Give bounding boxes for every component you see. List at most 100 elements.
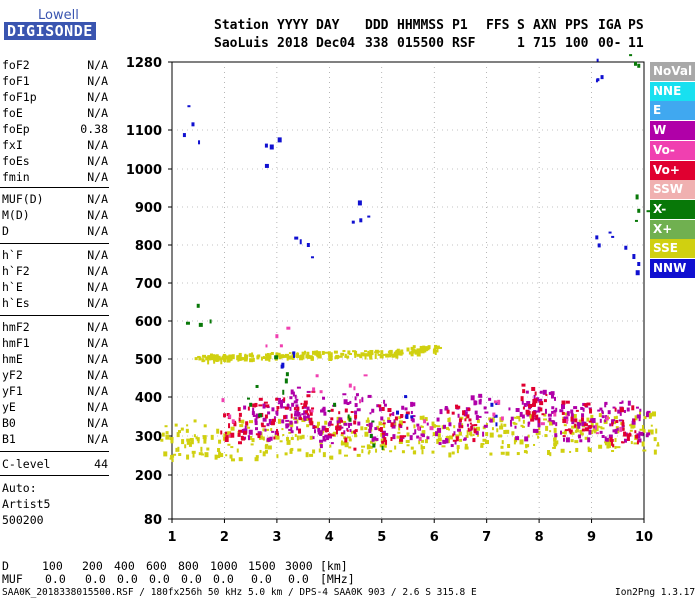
- echo-mark: [410, 446, 414, 450]
- echo-mark: [284, 406, 289, 410]
- footer-muf-value: 0.0: [181, 572, 202, 586]
- echo-mark: [567, 428, 571, 431]
- echo-mark: [191, 450, 196, 454]
- echo-mark: [311, 407, 315, 410]
- echo-mark: [604, 436, 607, 442]
- x-tick-label: 5: [377, 530, 386, 545]
- echo-mark: [578, 419, 582, 425]
- echo-mark: [374, 353, 377, 359]
- echo-mark: [635, 194, 639, 200]
- echo-mark: [500, 423, 503, 428]
- echo-mark: [636, 414, 641, 419]
- data-point: [521, 414, 525, 419]
- data-point: [563, 416, 567, 421]
- echo-mark: [163, 451, 168, 457]
- param-value: 44: [94, 457, 108, 471]
- echo-mark: [434, 424, 438, 427]
- echo-mark: [256, 355, 260, 360]
- echo-mark: [588, 425, 593, 429]
- clevel-row: C-level 44: [2, 457, 108, 473]
- echo-mark: [584, 436, 588, 440]
- echo-mark: [613, 416, 618, 420]
- echo-mark: [435, 345, 440, 349]
- echo-mark: [216, 455, 221, 459]
- data-point: [432, 432, 436, 437]
- echo-mark: [182, 133, 186, 138]
- echo-mark: [489, 452, 493, 456]
- echo-mark: [623, 431, 627, 437]
- echo-mark: [492, 412, 496, 417]
- echo-mark: [626, 435, 630, 441]
- echo-mark: [236, 355, 240, 361]
- echo-mark: [639, 428, 643, 431]
- echo-mark: [327, 409, 331, 412]
- footer-d-value: 1000: [210, 559, 238, 573]
- data-point: [537, 430, 541, 435]
- echo-mark: [578, 434, 582, 439]
- param-name: foF2: [2, 58, 30, 72]
- echo-mark: [412, 432, 415, 435]
- echo-mark: [455, 404, 459, 409]
- echo-mark: [599, 430, 603, 434]
- param-name: M(D): [2, 208, 30, 222]
- echo-mark: [614, 407, 617, 412]
- echo-mark: [453, 431, 456, 436]
- echo-mark: [277, 418, 281, 424]
- echo-mark: [380, 423, 384, 426]
- echo-mark: [463, 411, 468, 417]
- echo-mark: [646, 432, 651, 436]
- echo-mark: [203, 436, 207, 441]
- echo-mark: [657, 442, 660, 447]
- footer-muf-value: 0.0: [149, 572, 170, 586]
- param-row-hme: hmE N/A: [2, 352, 108, 368]
- echo-mark: [319, 439, 324, 443]
- echo-mark: [186, 454, 190, 460]
- echo-mark: [281, 428, 284, 431]
- echo-mark: [414, 429, 417, 435]
- echo-mark: [340, 352, 345, 356]
- header-label: S: [517, 18, 525, 33]
- echo-mark: [611, 450, 615, 453]
- echo-mark: [565, 400, 570, 404]
- echo-mark: [376, 404, 380, 408]
- echo-mark: [545, 425, 549, 431]
- echo-mark: [328, 356, 333, 362]
- echo-mark: [354, 418, 357, 421]
- echo-mark: [300, 354, 305, 360]
- echo-mark: [348, 446, 352, 449]
- echo-mark: [410, 350, 415, 354]
- param-name: yF2: [2, 368, 23, 382]
- y-tick-label: 800: [135, 239, 162, 254]
- echo-mark: [538, 427, 541, 431]
- echo-mark: [392, 411, 395, 416]
- echo-mark: [378, 407, 382, 412]
- data-point: [249, 353, 253, 358]
- echo-mark: [375, 350, 380, 353]
- echo-mark: [343, 430, 346, 435]
- echo-mark: [609, 437, 613, 442]
- data-point: [249, 402, 253, 407]
- echo-mark: [530, 418, 535, 422]
- data-point: [380, 416, 384, 421]
- echo-mark: [340, 442, 344, 446]
- data-point: [485, 432, 489, 437]
- echo-mark: [632, 254, 636, 260]
- param-name: yE: [2, 400, 16, 414]
- echo-mark: [254, 402, 258, 407]
- echo-mark: [544, 408, 547, 414]
- echo-mark: [378, 404, 382, 408]
- echo-mark: [258, 404, 263, 407]
- echo-mark: [627, 400, 631, 406]
- data-point: [511, 431, 515, 436]
- echo-mark: [493, 400, 497, 404]
- param-row-b0: B0 N/A: [2, 416, 108, 432]
- echo-mark: [649, 415, 653, 418]
- echo-mark: [224, 437, 229, 443]
- echo-mark: [231, 354, 235, 360]
- echo-mark: [367, 353, 372, 357]
- echo-mark: [406, 444, 410, 447]
- echo-mark: [378, 421, 382, 426]
- echo-mark: [404, 407, 408, 411]
- echo-mark: [255, 433, 260, 436]
- y-tick-label: 1000: [126, 163, 162, 178]
